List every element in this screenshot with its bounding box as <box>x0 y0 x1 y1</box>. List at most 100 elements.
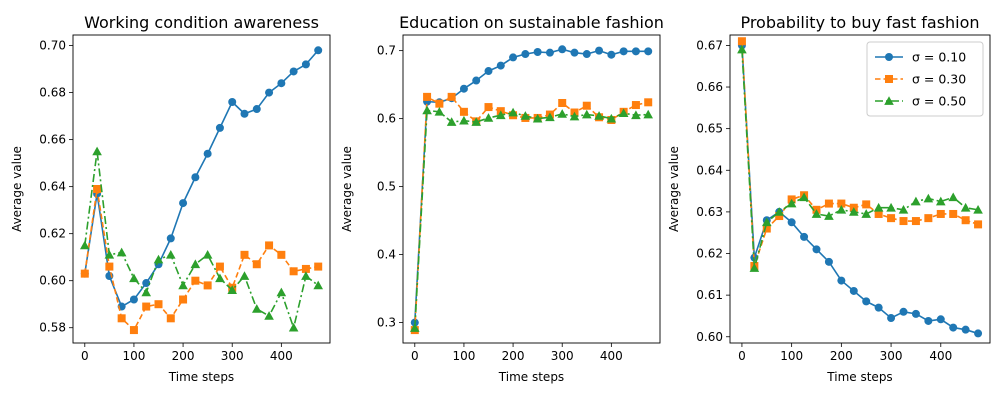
data-point-series-2 <box>423 92 432 101</box>
data-point-series-2 <box>936 209 945 218</box>
data-point-series-3 <box>643 109 654 119</box>
chart-title: Working condition awareness <box>84 13 319 32</box>
data-point-series-1 <box>203 149 212 158</box>
data-point-series-3 <box>276 287 287 297</box>
data-point-series-3 <box>824 211 834 220</box>
data-point-series-3 <box>520 111 531 120</box>
y-tick-label: 0.66 <box>696 80 723 94</box>
data-point-series-2 <box>314 262 323 271</box>
x-axis-label: Time steps <box>826 370 892 384</box>
axes-frame <box>402 34 661 344</box>
data-point-series-1 <box>301 60 310 69</box>
data-point-series-1 <box>570 48 579 57</box>
data-point-series-2 <box>447 92 456 101</box>
y-tick-label: 0.4 <box>377 248 396 262</box>
y-tick-label: 0.63 <box>696 205 723 219</box>
data-point-series-1 <box>240 109 249 118</box>
data-point-series-3 <box>434 107 445 116</box>
data-point-series-1 <box>545 48 554 57</box>
data-point-series-1 <box>644 47 653 56</box>
data-point-series-2 <box>80 269 89 278</box>
axes-frame <box>729 34 991 344</box>
data-point-series-2 <box>887 214 896 223</box>
data-point-series-3 <box>811 209 822 218</box>
data-point-series-1 <box>265 88 274 97</box>
y-tick-label: 0.6 <box>377 112 396 126</box>
x-tick-label: 0 <box>411 349 419 363</box>
data-point-series-3 <box>495 110 506 120</box>
data-point-series-2 <box>277 250 286 259</box>
x-tick-label: 200 <box>502 349 525 363</box>
data-point-series-3 <box>459 115 469 125</box>
y-tick-label: 0.66 <box>39 133 66 147</box>
data-point-series-3 <box>92 146 102 156</box>
x-tick-label: 400 <box>600 349 623 363</box>
data-point-series-2 <box>961 216 970 225</box>
axes-frame <box>72 34 331 344</box>
y-tick-label: 0.5 <box>377 180 396 194</box>
x-tick-label: 200 <box>830 349 853 363</box>
chart-panel-education: Education on sustainable fashion 0 100 200 3… <box>340 13 664 384</box>
data-point-series-2 <box>949 209 958 218</box>
legend-box <box>866 41 984 117</box>
y-axis-label: Average value <box>10 146 24 232</box>
x-tick-label: 400 <box>929 349 952 363</box>
data-point-series-2 <box>93 185 102 193</box>
data-point-series-1 <box>166 234 175 243</box>
data-point-series-1 <box>874 303 883 312</box>
y-tick-label: 0.67 <box>696 38 723 52</box>
chart-panel-working-condition: Working condition awareness 0 100 200 300 400… <box>10 13 331 384</box>
data-point-series-2 <box>737 37 746 46</box>
data-point-series-1 <box>631 47 640 56</box>
y-tick-label: 0.60 <box>39 274 66 288</box>
y-tick-label: 0.62 <box>39 227 66 241</box>
data-point-series-3 <box>898 205 909 214</box>
series-line-2 <box>413 96 649 331</box>
series-line-1 <box>84 49 319 308</box>
data-point-series-1 <box>484 67 493 76</box>
x-tick-label: 300 <box>221 349 244 363</box>
data-point-series-3 <box>239 271 250 280</box>
data-point-series-2 <box>301 264 310 273</box>
data-point-series-3 <box>948 192 959 202</box>
y-axis-label: Average value <box>667 146 681 232</box>
data-point-series-3 <box>141 287 152 297</box>
data-point-series-2 <box>631 101 640 110</box>
data-point-series-1 <box>849 286 858 295</box>
data-point-series-1 <box>924 316 933 325</box>
data-point-series-1 <box>899 307 908 316</box>
y-tick-label: 0.64 <box>39 180 66 194</box>
data-point-series-3 <box>848 207 859 216</box>
data-point-series-3 <box>886 202 896 212</box>
data-point-series-1 <box>862 297 871 306</box>
y-tick-label: 0.60 <box>696 330 723 344</box>
data-point-series-3 <box>861 209 872 218</box>
data-point-series-3 <box>786 198 797 208</box>
data-point-series-3 <box>264 311 274 320</box>
data-point-series-2 <box>265 241 274 250</box>
data-point-series-1 <box>949 323 958 332</box>
data-point-series-2 <box>974 220 983 229</box>
data-point-series-3 <box>79 240 90 250</box>
data-point-series-2 <box>105 262 114 271</box>
data-point-series-3 <box>873 202 884 212</box>
x-tick-label: 0 <box>81 349 89 363</box>
y-tick-label: 0.68 <box>39 86 66 100</box>
data-point-series-3 <box>923 193 934 203</box>
x-tick-label: 100 <box>122 349 145 363</box>
legend-marker-3 <box>884 96 894 105</box>
x-axis-label: Time steps <box>168 370 234 384</box>
data-point-series-2 <box>899 217 908 226</box>
data-point-series-3 <box>618 108 629 118</box>
data-point-series-3 <box>960 202 971 212</box>
legend-label-3: σ = 0.50 <box>912 94 966 109</box>
data-point-series-3 <box>737 44 747 54</box>
data-point-series-3 <box>545 112 555 122</box>
data-point-series-1 <box>179 199 188 208</box>
data-point-series-3 <box>581 109 592 119</box>
data-point-series-1 <box>787 218 796 227</box>
data-point-series-1 <box>812 245 821 254</box>
data-point-series-3 <box>911 196 921 206</box>
data-point-series-3 <box>557 109 568 118</box>
